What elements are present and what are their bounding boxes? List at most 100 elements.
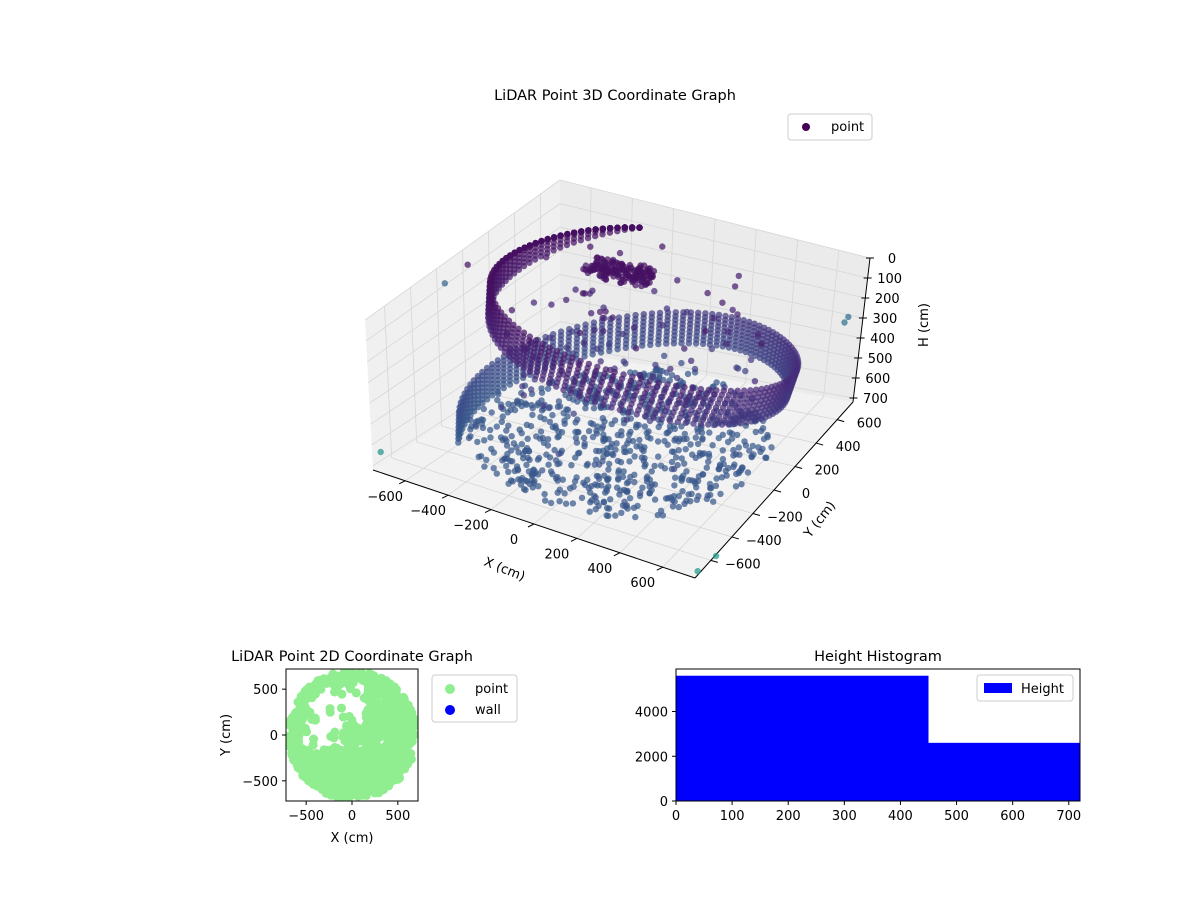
point-2d-marker — [302, 694, 312, 704]
point-2d-marker — [407, 727, 417, 737]
y-tick-label: 200 — [815, 464, 840, 479]
point-marker — [702, 327, 709, 335]
point-marker — [694, 440, 702, 448]
point-marker — [618, 509, 625, 516]
point-marker — [748, 453, 755, 461]
point-marker — [503, 437, 510, 444]
point-marker — [464, 261, 471, 268]
point-marker — [576, 329, 584, 337]
point-marker — [631, 453, 638, 460]
point-marker — [620, 358, 627, 365]
point-marker — [494, 396, 501, 404]
y-tick-label: −500 — [242, 775, 278, 790]
point-marker — [531, 477, 538, 485]
point-marker — [693, 496, 701, 504]
point-marker — [498, 404, 505, 411]
point-marker — [550, 234, 558, 241]
point-marker — [632, 311, 639, 319]
point-marker — [606, 225, 614, 232]
y-tick-label: 500 — [253, 683, 278, 698]
point-marker — [468, 423, 475, 430]
point-marker — [742, 442, 750, 449]
point-marker — [528, 401, 535, 409]
point-marker — [592, 226, 599, 233]
point-marker — [605, 466, 612, 473]
point-marker — [668, 372, 676, 379]
point-2d-marker — [342, 762, 352, 772]
point-2d-marker — [335, 766, 345, 776]
point-marker — [715, 434, 722, 442]
point-marker — [704, 289, 711, 297]
point-marker — [547, 499, 555, 507]
point-2d-marker — [385, 764, 395, 774]
x-tick-label: −200 — [453, 519, 489, 534]
point-marker — [685, 491, 692, 498]
point-marker — [534, 471, 542, 478]
point-marker — [638, 282, 645, 290]
point-marker — [470, 377, 478, 384]
x-tick-label: 400 — [587, 562, 612, 577]
point-marker — [751, 320, 758, 327]
point-2d-marker — [389, 694, 399, 704]
point-marker — [532, 239, 539, 247]
point-2d-marker — [309, 779, 319, 789]
point-marker — [520, 392, 527, 399]
x-tick-label: 700 — [1056, 809, 1081, 824]
point-marker — [751, 378, 759, 385]
point-marker — [578, 228, 585, 235]
point-marker — [594, 345, 601, 352]
point-marker — [630, 504, 638, 511]
point-marker — [511, 406, 519, 414]
point-marker — [678, 455, 685, 462]
grid-line — [364, 179, 561, 321]
y-tick-label: 600 — [857, 417, 882, 432]
point-marker — [735, 272, 742, 280]
point-marker — [602, 366, 610, 373]
point-marker — [672, 309, 679, 316]
x-tick-label: 200 — [776, 809, 801, 824]
chart-3d: LiDAR Point 3D Coordinate Graph −600 −400… — [364, 88, 932, 591]
point-marker — [655, 423, 662, 431]
chart-histogram: Height Histogram 0 100 200 300 400 500 600 7000… — [635, 649, 1081, 824]
chart-3d-points — [377, 224, 852, 575]
grid-line — [441, 425, 754, 514]
point-marker — [584, 476, 591, 483]
point-marker — [641, 463, 648, 470]
point-marker — [588, 483, 595, 490]
x-tick-label: 0 — [510, 533, 518, 548]
point-2d-marker — [307, 684, 317, 694]
point-marker — [515, 325, 522, 332]
point-marker — [628, 224, 636, 231]
point-marker — [554, 403, 562, 410]
point-marker — [546, 418, 554, 426]
point-marker — [646, 490, 653, 497]
point-marker — [705, 458, 712, 465]
y-tick-label: 0 — [270, 729, 278, 744]
point-marker — [590, 405, 598, 412]
point-marker — [494, 357, 502, 364]
z-tick-label: 400 — [870, 332, 895, 347]
point-marker — [674, 277, 681, 284]
point-2d-marker — [347, 754, 356, 764]
point-2d-marker — [355, 785, 365, 795]
point-marker — [671, 465, 678, 473]
point-marker — [688, 477, 696, 484]
point-marker — [651, 496, 659, 503]
chart-2d-legend-wall-marker — [445, 705, 455, 715]
point-2d-marker — [374, 751, 384, 761]
point-marker — [572, 286, 579, 293]
chart-3d-grid — [364, 179, 871, 568]
x-tick-label: 600 — [1000, 809, 1025, 824]
point-marker — [706, 429, 713, 436]
point-2d-marker — [384, 778, 394, 788]
y-tick — [815, 442, 824, 446]
z-tick-label: 100 — [877, 272, 902, 287]
point-marker — [597, 358, 604, 365]
point-marker — [514, 400, 522, 407]
point-marker — [614, 431, 621, 439]
y-tick-label: −200 — [767, 510, 803, 525]
point-marker — [603, 487, 611, 494]
point-2d-marker — [378, 686, 388, 696]
point-marker — [747, 387, 754, 394]
point-marker — [703, 495, 711, 502]
